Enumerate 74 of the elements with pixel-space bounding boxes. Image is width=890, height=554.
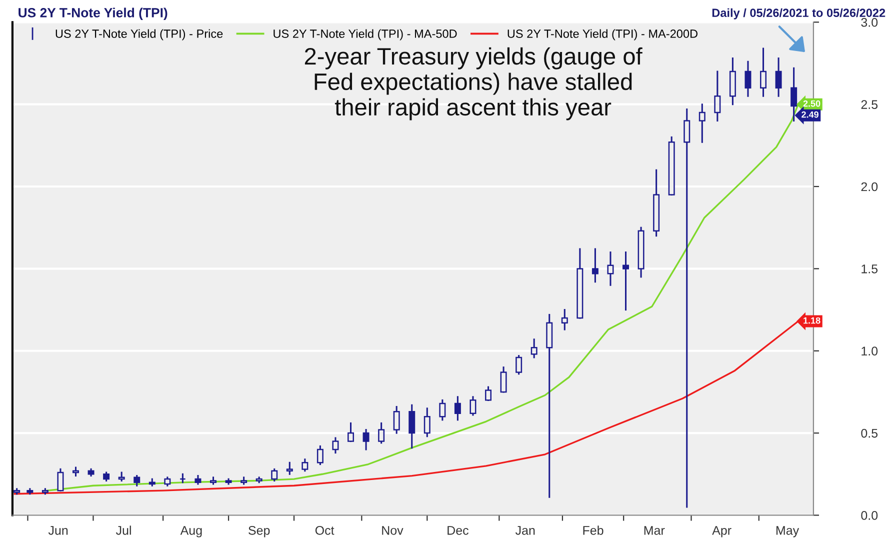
y-tick-label: 1.0 [862, 346, 878, 356]
candlestick [286, 462, 293, 475]
candlestick [42, 488, 48, 495]
candlestick [118, 472, 125, 482]
candlestick [26, 488, 34, 495]
candlestick [454, 396, 461, 421]
x-tick-label: Jul [116, 526, 131, 535]
candlestick [530, 338, 538, 358]
candlestick [684, 108, 690, 508]
x-tick-label: Aug [180, 526, 202, 538]
text: 2.49 [802, 111, 818, 118]
candlestick [714, 70, 721, 122]
legend-label: US 2Y T-Note Yield (TPI) - MA-200D [508, 29, 698, 40]
candlestick [148, 478, 156, 486]
candlestick [256, 476, 262, 484]
x-tick-label: Apr [712, 526, 732, 538]
candlestick [179, 473, 186, 484]
candlestick [516, 355, 522, 375]
candlestick [760, 48, 767, 97]
data-label: 1.18 [804, 317, 820, 324]
x-tick-label: Sep [248, 526, 270, 538]
candlestick [240, 476, 248, 485]
candlestick [775, 58, 782, 97]
chart-subtitle: Daily / 05/26/2021 to 05/26/2022 [712, 8, 886, 20]
candlestick [57, 468, 64, 492]
candlestick [316, 445, 324, 466]
candlestick [470, 396, 476, 416]
x-tick-label: Oct [315, 526, 334, 535]
legend-label: US 2Y T-Note Yield (TPI) - Price [56, 29, 223, 40]
candlestick [103, 472, 110, 482]
candlestick [225, 478, 232, 485]
candlestick [72, 466, 79, 477]
candlestick [210, 476, 216, 485]
candlestick [362, 428, 370, 450]
x-tick-label: Mar [644, 526, 665, 535]
y-tick-label: 0.5 [861, 428, 878, 438]
candlestick [408, 404, 416, 449]
x-tick-label: Jun [48, 526, 68, 535]
candlestick [271, 468, 278, 482]
candlestick [424, 408, 430, 438]
candlestick [638, 226, 644, 278]
x-tick-label: Feb [583, 526, 604, 535]
candlestick [607, 251, 614, 286]
y-tick-label: 2.5 [861, 100, 878, 109]
legend-label: US 2Y T-Note Yield (TPI) - MA-50D [274, 29, 457, 40]
candlestick [622, 251, 630, 311]
data-label: 2.50 [803, 100, 820, 107]
candlestick [561, 309, 568, 330]
candlestick [393, 406, 400, 434]
candlestick [576, 248, 584, 319]
candlestick [164, 476, 171, 486]
candlestick [302, 458, 308, 472]
y-tick-label: 3.0 [861, 18, 878, 27]
candlestick [134, 475, 140, 486]
candlestick [653, 169, 660, 237]
annotation: 2-year Treasury yields (gauge of Fed expectations) have stalled their rapid ascent this year [304, 47, 642, 120]
x-tick-label: Dec [448, 526, 468, 535]
chart-title: US 2Y T-Note Yield (TPI) [18, 8, 168, 20]
candlestick [729, 58, 736, 106]
candlestick [88, 468, 94, 477]
y-tick-label: 2.0 [861, 182, 878, 192]
candlestick [546, 314, 553, 498]
candlestick [194, 475, 202, 485]
candlestick [744, 60, 752, 97]
x-tick-label: Jan [515, 526, 535, 535]
y-tick-label: 0.0 [861, 511, 878, 520]
candlestick [378, 422, 385, 444]
y-tick-label: 1.5 [862, 264, 878, 274]
x-tick-label: Nov [382, 526, 404, 535]
candlestick [332, 437, 339, 454]
x-tick-label: May [776, 526, 800, 538]
candlestick [592, 248, 598, 283]
candlestick [439, 399, 446, 421]
candlestick [698, 104, 706, 143]
